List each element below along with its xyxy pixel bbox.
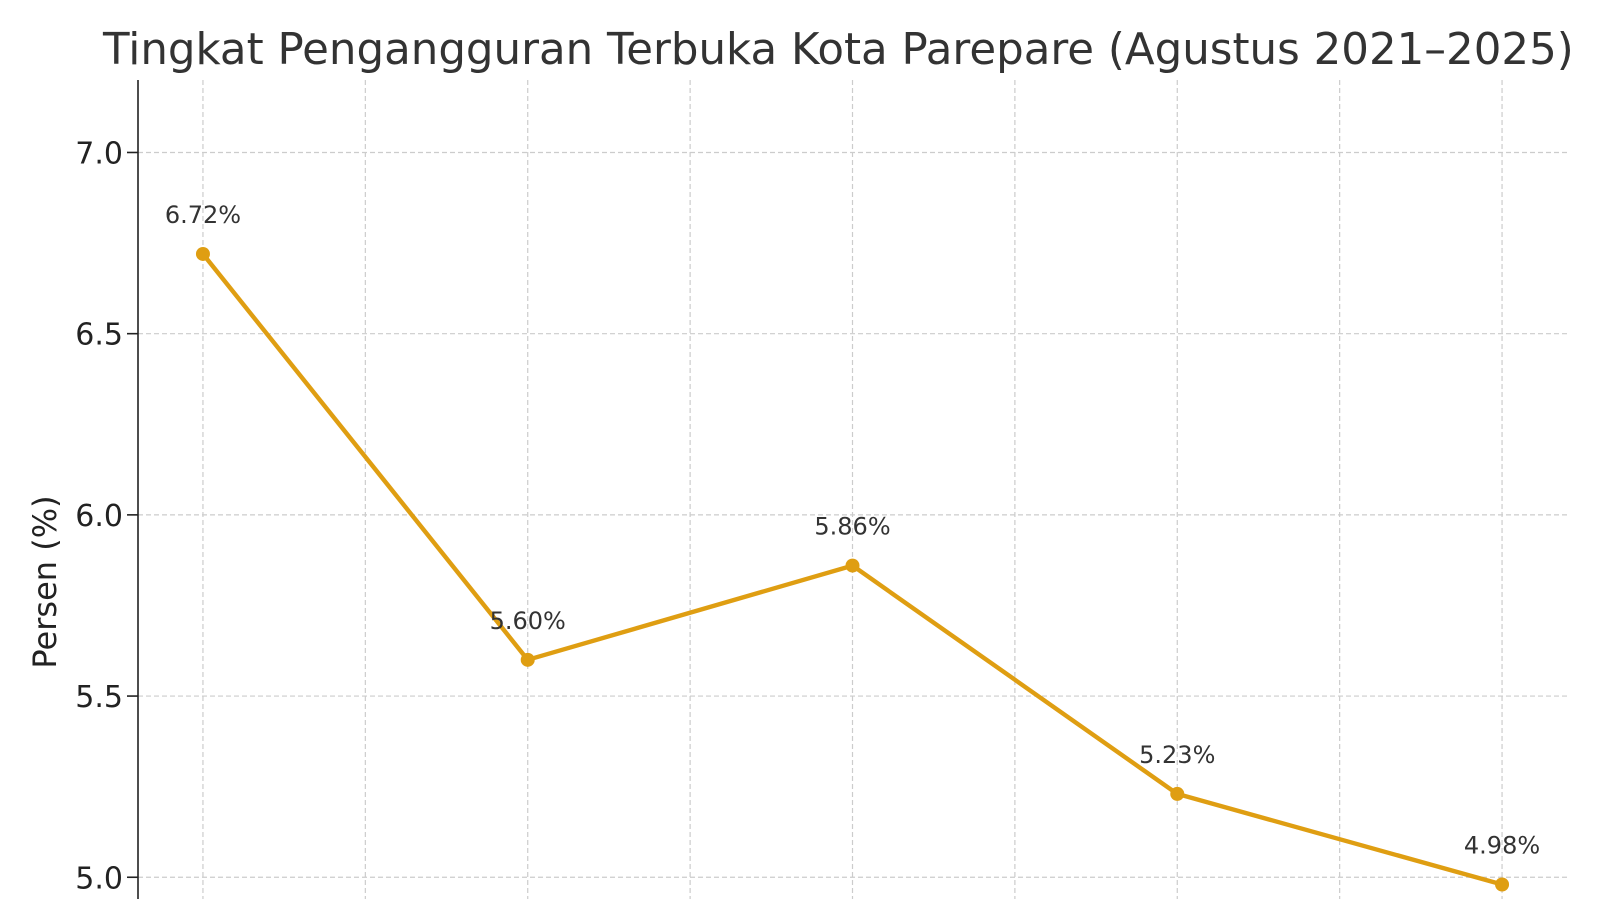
data-point bbox=[845, 558, 860, 573]
data-point bbox=[520, 652, 535, 667]
data-label: 5.23% bbox=[1139, 741, 1215, 769]
data-label-layer: 6.72% 5.60% 5.86% 5.23% 4.98% bbox=[165, 201, 1540, 860]
y-tick-label: 6.0 bbox=[75, 499, 123, 534]
y-axis-label: Persen (%) bbox=[26, 495, 64, 668]
chart-title: Tingkat Pengangguran Terbuka Kota Parepa… bbox=[102, 25, 1574, 75]
y-tick-label: 6.5 bbox=[75, 318, 123, 353]
data-label: 6.72% bbox=[165, 201, 241, 229]
grid-layer bbox=[138, 80, 1567, 899]
y-tick-label: 5.0 bbox=[75, 861, 123, 896]
data-label: 4.98% bbox=[1464, 832, 1540, 860]
data-label: 5.86% bbox=[814, 513, 890, 541]
data-label: 5.60% bbox=[490, 607, 566, 635]
data-point bbox=[195, 246, 210, 261]
series-layer bbox=[195, 246, 1510, 892]
y-tick-label: 7.0 bbox=[75, 136, 123, 171]
data-point bbox=[1170, 786, 1185, 801]
y-tick-label: 5.5 bbox=[75, 680, 123, 715]
axis-layer: 5.0 5.5 6.0 6.5 7.0 bbox=[75, 80, 139, 899]
data-point bbox=[1495, 877, 1510, 892]
